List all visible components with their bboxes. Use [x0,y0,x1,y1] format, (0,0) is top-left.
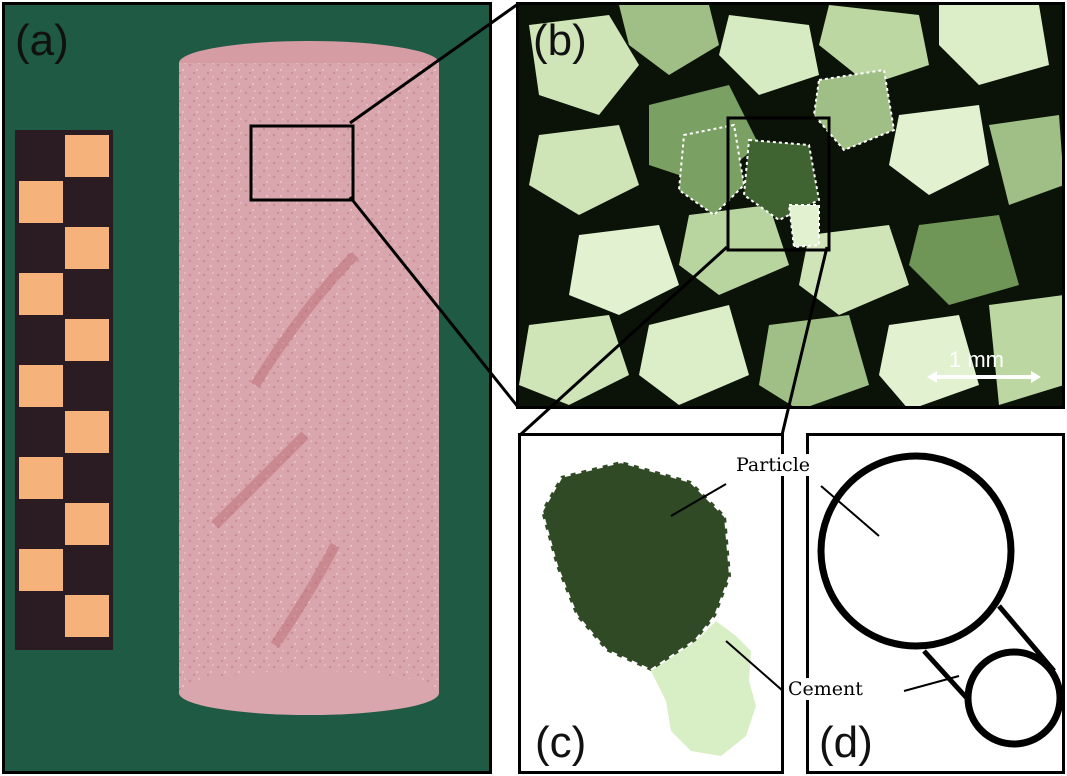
panel-d-sphere-model: (d) [806,433,1065,774]
sandstone-core [179,41,439,715]
zoom-box-b [726,116,831,252]
scale-bar-label: 1 mm [949,347,1004,372]
ruler-square [65,319,109,361]
cement-shape [651,621,756,756]
ruler-square [19,181,63,223]
panel-a-label: (a) [15,16,69,65]
particle-shape [538,458,734,674]
ruler-square [19,457,63,499]
ruler-square [19,549,63,591]
large-particle-circle [817,452,1015,650]
panel-c-drawing [538,458,781,756]
panel-b-thin-section: (b) 1 mm [516,2,1065,409]
ruler-square [65,135,109,177]
panel-d-label: (d) [819,718,873,767]
ruler-square [65,411,109,453]
panel-c-label: (c) [535,718,587,767]
panel-b-label: (b) [533,16,587,65]
ruler-square [19,273,63,315]
particle-label: Particle [734,454,813,476]
panel-a-sandstone-photo: (a) [2,2,492,774]
cement-label: Cement [786,678,865,700]
zoom-box [249,124,355,202]
ruler-square [19,365,63,407]
ruler-square [65,227,109,269]
panel-c-particle-cement: (c) [518,433,784,774]
panel-a-drawing [15,41,439,715]
small-particle-circle [964,648,1062,748]
ruler-square [65,503,109,545]
panel-d-drawing [817,452,1062,748]
ruler-square [65,595,109,637]
